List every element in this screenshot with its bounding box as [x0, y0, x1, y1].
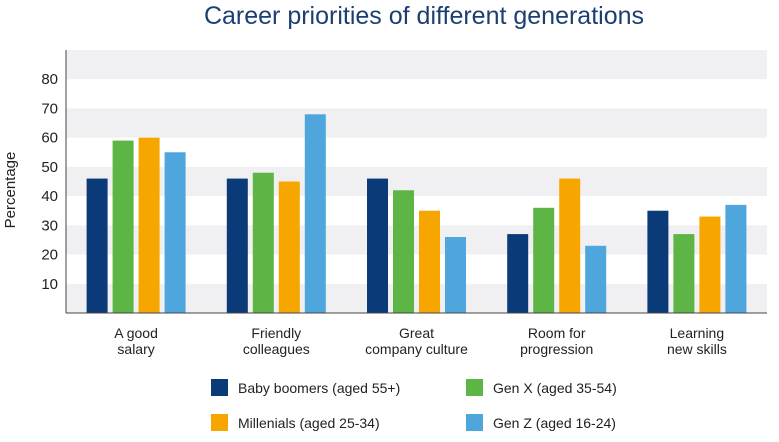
bar — [559, 178, 581, 313]
y-tick-label: 20 — [41, 247, 58, 264]
y-tick-label: 70 — [41, 100, 58, 117]
bar — [419, 210, 440, 313]
bar — [673, 234, 695, 313]
chart-title: Career priorities of different generatio… — [203, 2, 645, 30]
x-category-label: salary — [117, 341, 154, 357]
legend-swatch — [211, 414, 228, 431]
bar — [507, 234, 529, 313]
legend-label: Millenials (aged 25-34) — [238, 414, 380, 431]
y-tick-label: 30 — [41, 217, 58, 234]
bar — [445, 237, 466, 313]
grid-band — [66, 50, 767, 80]
legend-label: Gen X (aged 35-54) — [493, 379, 617, 396]
legend-swatch — [466, 414, 483, 431]
bar — [252, 172, 274, 313]
x-category-label: Learning — [670, 325, 725, 341]
bar-groups — [86, 114, 747, 314]
x-category-label: colleagues — [243, 341, 310, 357]
bar — [304, 114, 326, 314]
y-tick-label: 60 — [41, 130, 58, 147]
legend-swatch — [466, 379, 483, 396]
x-category-label: new skills — [667, 341, 727, 357]
legend-label: Gen Z (aged 16-24) — [493, 414, 616, 431]
legend-swatch — [211, 379, 228, 396]
x-category-label: Great — [399, 325, 434, 341]
bar — [367, 178, 388, 313]
bar — [226, 178, 248, 313]
y-axis-title: Percentage — [2, 152, 19, 229]
y-tick-label: 50 — [41, 159, 58, 176]
x-category-label: company culture — [365, 341, 468, 357]
legend-item: Millenials (aged 25-34) — [211, 414, 380, 431]
x-category-label: Room for — [528, 325, 586, 341]
y-tick-label: 10 — [41, 276, 58, 293]
x-category-label: Friendly — [251, 325, 301, 341]
x-category-label: A good — [114, 325, 158, 341]
bar — [138, 137, 160, 313]
y-tick-label: 80 — [41, 71, 58, 88]
bar — [86, 178, 108, 313]
bar — [393, 190, 414, 313]
bar — [164, 152, 186, 313]
bar — [533, 207, 555, 313]
y-axis-ticks: 10 20 30 40 50 60 70 80 — [41, 71, 58, 293]
x-category-label: progression — [520, 341, 593, 357]
bar — [278, 181, 300, 313]
grid-band — [66, 108, 767, 138]
axes — [65, 50, 767, 314]
bar — [699, 216, 721, 313]
bar — [112, 140, 134, 313]
bar — [725, 204, 747, 313]
legend-label: Baby boomers (aged 55+) — [238, 379, 401, 396]
legend-item: Baby boomers (aged 55+) — [211, 379, 400, 396]
legend-item: Gen Z (aged 16-24) — [466, 414, 616, 431]
bar — [585, 245, 607, 313]
legend-item: Gen X (aged 35-54) — [466, 379, 617, 396]
bar — [647, 210, 669, 313]
y-tick-label: 40 — [41, 188, 58, 205]
